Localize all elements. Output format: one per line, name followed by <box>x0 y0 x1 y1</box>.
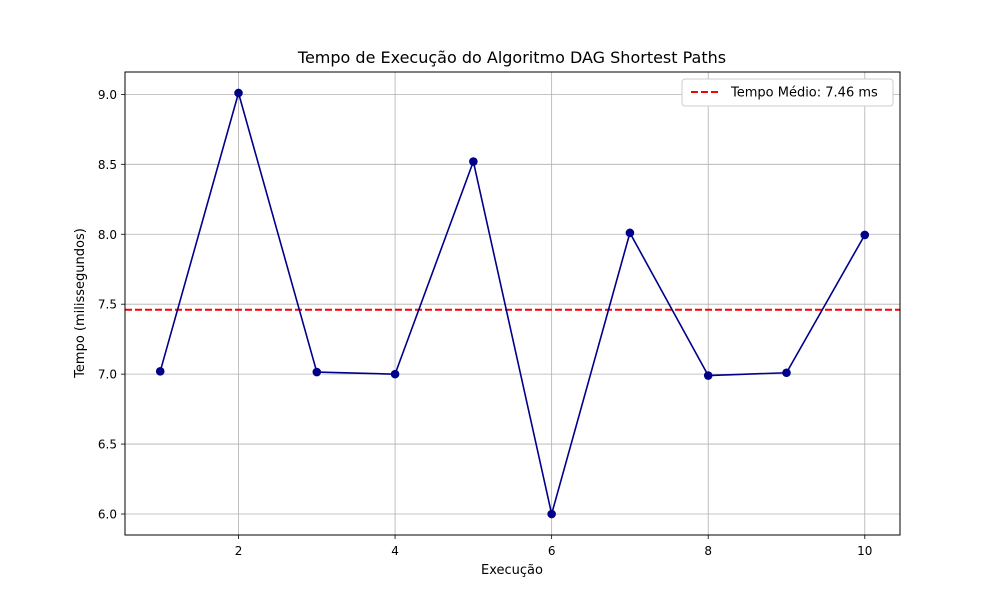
x-tick-label: 2 <box>235 544 243 558</box>
y-tick-label: 6.5 <box>98 438 117 452</box>
x-tick-label: 4 <box>391 544 399 558</box>
x-tick-label: 8 <box>704 544 712 558</box>
legend-label-mean: Tempo Médio: 7.46 ms <box>730 86 878 101</box>
data-point <box>547 509 556 519</box>
y-tick-label: 6.0 <box>98 508 117 522</box>
y-tick-label: 8.5 <box>98 158 117 172</box>
ticks-group: 2 4 6 8 10 6.0 6.5 7.0 7.5 8.0 8.5 9.0 <box>98 88 873 558</box>
plot-area-frame <box>124 71 901 536</box>
grid-lines <box>125 72 900 535</box>
data-point <box>390 369 400 379</box>
x-axis-label: Execução <box>481 563 543 578</box>
data-point <box>469 157 478 166</box>
data-point <box>234 88 243 98</box>
data-point <box>703 371 713 380</box>
y-tick-label: 7.0 <box>98 368 117 382</box>
y-tick-label: 8.0 <box>98 228 117 242</box>
chart-title: Tempo de Execução do Algoritmo DAG Short… <box>297 48 726 67</box>
data-point <box>860 230 870 240</box>
y-tick-label: 9.0 <box>98 88 117 102</box>
x-tick-label: 6 <box>548 544 556 558</box>
legend: Tempo Médio: 7.46 ms <box>681 78 894 107</box>
y-tick-label: 7.5 <box>98 298 117 312</box>
y-axis-label: Tempo (milissegundos) <box>73 228 88 379</box>
data-point <box>625 228 635 238</box>
series-line <box>159 92 866 515</box>
data-point <box>312 367 322 377</box>
x-tick-label: 10 <box>857 544 872 558</box>
series-group <box>155 88 870 519</box>
legend-box <box>681 78 894 107</box>
data-point <box>155 367 165 376</box>
data-point <box>782 368 791 378</box>
